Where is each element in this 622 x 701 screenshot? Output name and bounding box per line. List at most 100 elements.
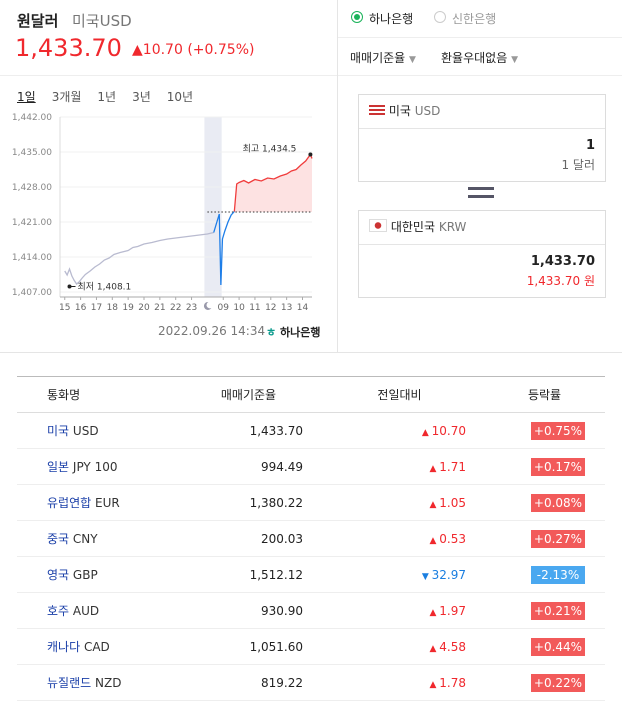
- row[interactable]: 뉴질랜드 NZD 819.22 ▲ 1.78 +0.22%: [17, 664, 605, 701]
- currency: 중국 CNY: [17, 520, 182, 557]
- x-tick-label: 17: [91, 303, 102, 313]
- radio-on[interactable]: [351, 11, 363, 23]
- change-value: 10.70: [142, 42, 183, 58]
- row[interactable]: 중국 CNY 200.03 ▲ 0.53 +0.27%: [17, 520, 605, 557]
- pct: +0.08%: [531, 493, 585, 512]
- x-tick-label: 11: [249, 303, 260, 313]
- amount: 1: [585, 138, 595, 153]
- column-header: 등락률: [484, 376, 605, 413]
- currency: 미국 USD: [17, 412, 182, 449]
- currency: 캐나다 CAD: [17, 628, 182, 665]
- converter-from[interactable]: 미국 USD 1 1 달러: [358, 94, 606, 182]
- change-value: 1.71: [439, 459, 466, 474]
- tab[interactable]: 3년: [132, 90, 151, 104]
- pct: +0.21%: [531, 601, 585, 620]
- y-tick-label: 1,435.00: [12, 148, 52, 158]
- code: USD: [414, 104, 441, 118]
- row[interactable]: 캐나다 CAD 1,051.60 ▲ 4.58 +0.44%: [17, 628, 605, 665]
- x-tick-label: 14: [297, 303, 309, 313]
- country: 미국: [47, 424, 70, 438]
- row[interactable]: 미국 USD 1,433.70 ▲ 10.70 +0.75%: [17, 412, 605, 449]
- tab[interactable]: 1일: [17, 90, 36, 104]
- bank-option[interactable]: 신한은행: [452, 12, 497, 26]
- y-tick-label: 1,428.00: [12, 183, 52, 193]
- code: KRW: [438, 220, 467, 234]
- x-tick-label: 10: [233, 303, 245, 313]
- pct-cell: +0.21%: [484, 592, 605, 629]
- tab[interactable]: 3개월: [51, 90, 82, 104]
- rate: 1,433.70: [182, 412, 315, 449]
- pct-cell: +0.22%: [484, 664, 605, 701]
- arrow: ▲: [421, 427, 432, 438]
- change: ▲ 1.71: [315, 448, 484, 485]
- arrow: ▲: [429, 643, 440, 654]
- change-value: 10.70: [431, 423, 466, 438]
- x-tick-label: 15: [59, 303, 70, 313]
- country: 대한민국: [390, 220, 435, 234]
- row[interactable]: 유럽연합 EUR 1,380.22 ▲ 1.05 +0.08%: [17, 484, 605, 521]
- row[interactable]: 호주 AUD 930.90 ▲ 1.97 +0.21%: [17, 592, 605, 629]
- arrow: ▲: [429, 679, 440, 690]
- pct-cell: +0.08%: [484, 484, 605, 521]
- change-value: 32.97: [431, 567, 466, 582]
- code: AUD: [72, 604, 100, 618]
- dropdown[interactable]: 매매기준율 ▼: [350, 51, 416, 65]
- code: NZD: [95, 676, 122, 690]
- x-tick-label: 21: [154, 303, 165, 313]
- pct-cell: +0.17%: [484, 448, 605, 485]
- change-value: 1.97: [439, 603, 466, 618]
- code: JPY 100: [72, 460, 118, 474]
- arrow: ▲: [132, 42, 143, 58]
- rate: 1,433.70: [15, 34, 122, 62]
- change-value: 1.05: [439, 495, 466, 510]
- change: ▲ 1.05: [315, 484, 484, 521]
- currency: 일본 JPY 100: [17, 448, 182, 485]
- rate: 930.90: [182, 592, 315, 629]
- annotation: 최고 1,434.5: [243, 144, 297, 155]
- change-value: 0.53: [439, 531, 466, 546]
- unit: 1,433.70 원: [526, 274, 595, 288]
- pct: +0.22%: [531, 673, 585, 692]
- rate: 1,380.22: [182, 484, 315, 521]
- code: GBP: [72, 568, 98, 582]
- row[interactable]: 일본 JPY 100 994.49 ▲ 1.71 +0.17%: [17, 448, 605, 485]
- code: USD: [72, 424, 99, 438]
- bank-option[interactable]: 하나은행: [369, 12, 414, 26]
- arrow: ▲: [429, 607, 440, 618]
- arrow: ▲: [429, 463, 440, 474]
- rate: 994.49: [182, 448, 315, 485]
- amount: 1,433.70: [530, 254, 595, 269]
- x-tick-label: 22: [170, 303, 181, 313]
- tabs: 1일 3개월 1년 3년 10년: [17, 88, 209, 105]
- change-pct: (+0.75%): [187, 42, 255, 58]
- line: [64, 231, 214, 285]
- moon-icon: [203, 301, 212, 310]
- rate: 819.22: [182, 664, 315, 701]
- converter-to[interactable]: 대한민국 KRW 1,433.70 1,433.70 원: [358, 210, 606, 298]
- x-tick-label: 23: [186, 303, 197, 313]
- code: CNY: [72, 532, 98, 546]
- night-band: [204, 117, 222, 297]
- change: ▲ 4.58: [315, 628, 484, 665]
- x-tick-label: 16: [75, 303, 87, 313]
- unit: 1 달러: [561, 158, 595, 172]
- x-tick-label: 12: [265, 303, 276, 313]
- subtitle: 미국USD: [72, 12, 132, 30]
- dropdown[interactable]: 환율우대없음 ▼: [441, 51, 518, 65]
- x-tick-label: 13: [281, 303, 292, 313]
- timestamp: 2022.09.26 14:34: [158, 324, 266, 338]
- bank-logo: ㅎ 하나은행: [266, 326, 321, 339]
- tab[interactable]: 10년: [166, 90, 194, 104]
- rate: 1,051.60: [182, 628, 315, 665]
- row[interactable]: 영국 GBP 1,512.12 ▼ 32.97 -2.13%: [17, 556, 605, 593]
- radio-off[interactable]: [434, 11, 446, 23]
- column-header: 매매기준율: [182, 376, 315, 413]
- country: 미국: [388, 104, 411, 118]
- country: 일본: [47, 460, 70, 474]
- tab[interactable]: 1년: [97, 90, 117, 104]
- arrow: ▼: [421, 571, 432, 582]
- x-tick-label: 19: [122, 303, 134, 313]
- currency: 영국 GBP: [17, 556, 182, 593]
- change: ▲10.70 (+0.75%): [132, 42, 254, 58]
- currency: 뉴질랜드 NZD: [17, 664, 182, 701]
